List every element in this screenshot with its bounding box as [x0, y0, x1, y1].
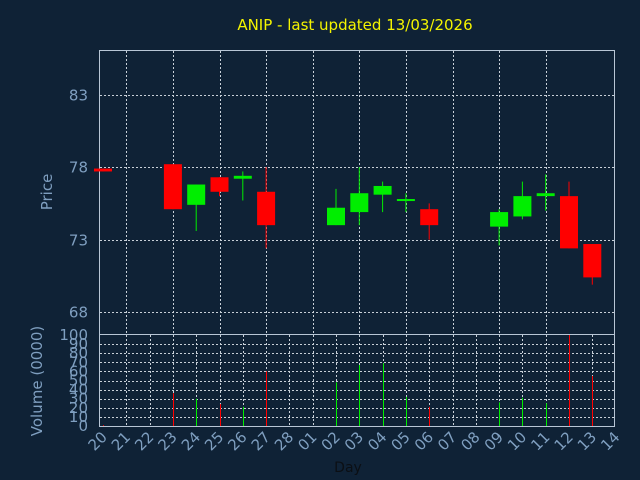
price-axis-label: Price	[38, 174, 56, 211]
candle-body	[560, 196, 578, 249]
volume-y-tick-label: 0	[78, 417, 88, 435]
candle-body	[233, 175, 252, 179]
volume-y-tick-label: 90	[69, 335, 88, 353]
candle-body	[536, 193, 555, 197]
candle-body	[583, 244, 602, 278]
price-y-tick-label: 78	[69, 159, 88, 177]
price-y-tick-label: 83	[69, 87, 88, 105]
x-tick-label: 14	[597, 428, 623, 454]
candle-body	[396, 199, 415, 202]
candle-body	[94, 168, 112, 172]
volume-y-tick-label: 40	[69, 381, 88, 399]
volume-y-tick-label: 100	[59, 326, 88, 344]
volume-y-tick-label: 10	[69, 408, 88, 426]
candlesticks	[94, 164, 602, 285]
candle-body	[513, 196, 532, 217]
volume-grid	[100, 335, 614, 426]
candle-body	[373, 185, 392, 195]
chart-title: ANIP - last updated 13/03/2026	[237, 16, 472, 34]
volume-y-tick-label: 20	[69, 399, 88, 417]
volume-y-tick-label: 60	[69, 362, 88, 380]
volume-y-tick-label: 70	[69, 353, 88, 371]
candle-body	[210, 177, 229, 192]
candle-body	[350, 193, 369, 213]
volume-plot-area	[99, 334, 615, 427]
candle-body	[490, 212, 509, 227]
candle-body	[420, 209, 439, 226]
x-axis-label: Day	[334, 460, 362, 476]
volume-y-tick-label: 50	[69, 372, 88, 390]
candle-body	[187, 184, 206, 205]
price-y-tick-label: 73	[69, 232, 88, 250]
price-y-tick-labels: 68 73 78 83	[69, 87, 88, 322]
x-tick-labels: 2021222324252627280102030405060708091011…	[85, 428, 624, 454]
volume-y-tick-label: 80	[69, 344, 88, 362]
volume-y-tick-label: 30	[69, 390, 88, 408]
price-panel: 68 73 78 83 Price	[38, 50, 615, 335]
candle-body	[257, 191, 276, 226]
volume-axis-label: Volume (0000)	[28, 326, 46, 436]
candle-body	[163, 164, 182, 210]
price-y-tick-label: 68	[69, 304, 88, 322]
candle-body	[327, 207, 345, 226]
volume-bars	[103, 335, 593, 426]
